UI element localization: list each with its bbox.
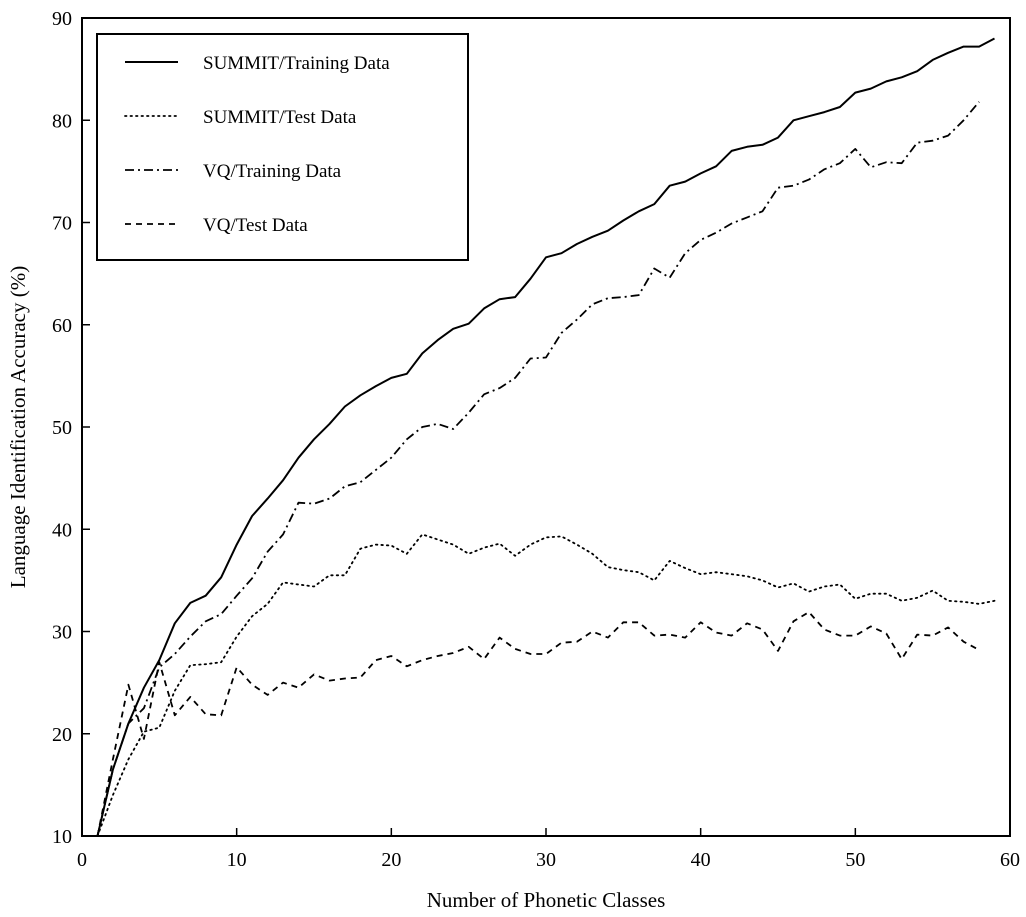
series-line-2 (96, 533, 996, 837)
series-line-3 (96, 101, 980, 837)
x-tick-label: 40 (691, 849, 711, 871)
legend-label-1: SUMMIT/Training Data (203, 53, 390, 74)
y-tick-label: 30 (52, 622, 72, 644)
x-tick-label: 60 (1000, 849, 1020, 871)
y-tick-label: 50 (52, 417, 72, 439)
x-tick-label: 30 (536, 849, 556, 871)
legend-label-3: VQ/Training Data (203, 161, 342, 182)
legend-label-2: SUMMIT/Test Data (203, 107, 357, 128)
y-tick-label: 20 (52, 724, 72, 746)
x-tick-label: 0 (77, 849, 87, 871)
x-tick-label: 20 (381, 849, 401, 871)
series-line-4 (96, 611, 980, 837)
x-tick-label: 10 (227, 849, 247, 871)
y-tick-label: 80 (52, 110, 72, 132)
x-tick-label: 50 (845, 849, 865, 871)
y-tick-label: 60 (52, 315, 72, 337)
y-tick-label: 40 (52, 519, 72, 541)
legend: SUMMIT/Training Data SUMMIT/Test Data VQ/T… (96, 33, 469, 261)
y-axis-label: Language Identification Accuracy (%) (6, 266, 30, 588)
legend-items: SUMMIT/Training Data SUMMIT/Test Data VQ/T… (124, 53, 390, 236)
y-tick-label: 10 (52, 826, 72, 848)
series-line-1 (96, 37, 995, 837)
x-axis-label: Number of Phonetic Classes (427, 888, 666, 912)
y-tick-label: 90 (52, 8, 72, 30)
axis-ticks (81, 17, 1011, 837)
legend-label-4: VQ/Test Data (203, 215, 308, 236)
legend-box (96, 33, 469, 261)
y-tick-label: 70 (52, 213, 72, 235)
series-layer (96, 37, 996, 837)
